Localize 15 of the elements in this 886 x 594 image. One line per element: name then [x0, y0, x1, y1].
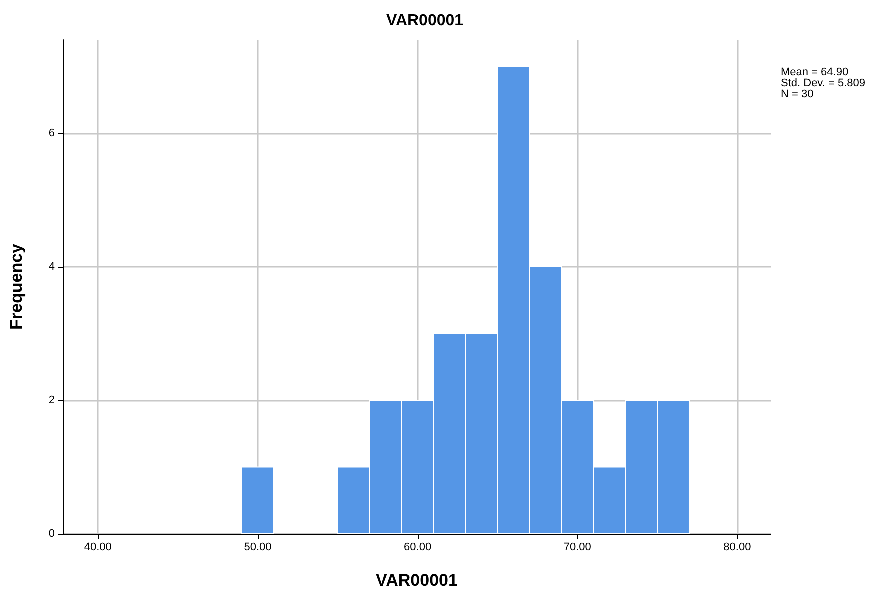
- x-tick-label: 70.00: [564, 542, 592, 554]
- y-tick-label: 6: [48, 127, 55, 140]
- y-axis-title: Frequency: [7, 243, 26, 330]
- x-tick-label: 50.00: [244, 542, 272, 554]
- y-tick-label: 4: [48, 260, 55, 273]
- text: Mean = 64.90: [781, 66, 849, 78]
- x-axis-title: VAR00001: [376, 571, 458, 590]
- y-tick-label: 0: [48, 528, 55, 540]
- y-tick-label: 2: [48, 394, 55, 406]
- x-tick-label: 40.00: [84, 542, 112, 554]
- text: N = 30: [781, 88, 814, 100]
- text: Std. Dev. = 5.809: [781, 78, 866, 90]
- x-tick-label: 80.00: [724, 542, 752, 554]
- chart-title: VAR00001: [386, 12, 464, 30]
- x-tick-label: 60.00: [404, 542, 432, 554]
